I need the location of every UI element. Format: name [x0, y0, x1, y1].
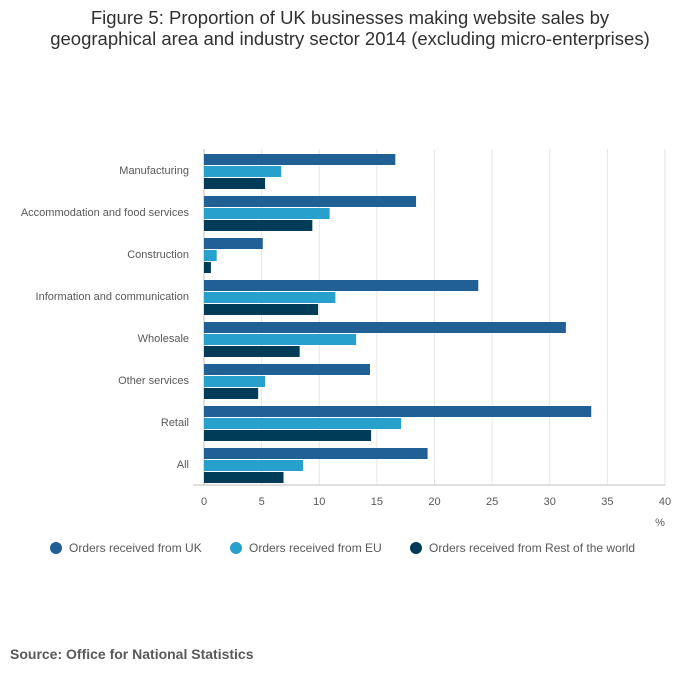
bar-uk[interactable]: [204, 154, 396, 165]
chart-title-line-1: Figure 5: Proportion of UK businesses ma…: [90, 7, 610, 28]
bar-eu[interactable]: [204, 208, 330, 219]
x-tick-label: 40: [659, 496, 671, 508]
bar-eu[interactable]: [204, 460, 304, 471]
bar-eu[interactable]: [204, 250, 217, 261]
bar-uk[interactable]: [204, 364, 370, 375]
bar-uk[interactable]: [204, 280, 479, 291]
category-label: Other services: [118, 375, 189, 387]
category-labels: Manufacturing Accommodation and food serv…: [21, 165, 190, 471]
bar-world[interactable]: [204, 472, 284, 483]
source-note: Source: Office for National Statistics: [10, 646, 254, 662]
bar-uk[interactable]: [204, 238, 263, 249]
x-tick-label: 10: [313, 496, 325, 508]
bar-world[interactable]: [204, 178, 266, 189]
category-label: Information and communication: [36, 291, 189, 303]
legend-swatch: [230, 542, 242, 554]
legend-swatch: [50, 542, 62, 554]
bar-chart: Manufacturing Accommodation and food serv…: [21, 149, 671, 555]
legend-item[interactable]: Orders received from UK: [50, 541, 202, 555]
bars: [204, 154, 592, 483]
legend-item[interactable]: Orders received from Rest of the world: [410, 541, 635, 555]
legend-label: Orders received from Rest of the world: [429, 541, 635, 555]
category-label: Retail: [161, 417, 189, 429]
x-tick-label: 25: [486, 496, 498, 508]
bar-uk[interactable]: [204, 406, 592, 417]
bar-eu[interactable]: [204, 334, 357, 345]
category-label: Manufacturing: [119, 165, 189, 177]
chart-title-line-2: geographical area and industry sector 20…: [50, 28, 650, 49]
chart-title: Figure 5: Proportion of UK businesses ma…: [0, 7, 700, 49]
x-tick-label: 0: [201, 496, 207, 508]
x-tick-label: 35: [601, 496, 613, 508]
category-label: Wholesale: [138, 333, 189, 345]
x-axis-label: %: [655, 517, 665, 529]
legend-swatch: [410, 542, 422, 554]
x-tick-label: 30: [544, 496, 556, 508]
bar-world[interactable]: [204, 388, 259, 399]
x-tick-label: 20: [428, 496, 440, 508]
bar-world[interactable]: [204, 220, 313, 231]
legend[interactable]: Orders received from UK Orders received f…: [50, 541, 635, 555]
category-label: Construction: [127, 249, 189, 261]
bar-world[interactable]: [204, 304, 319, 315]
category-label: Accommodation and food services: [21, 207, 190, 219]
legend-label: Orders received from UK: [69, 541, 202, 555]
bar-world[interactable]: [204, 430, 372, 441]
category-label: All: [177, 459, 189, 471]
bar-uk[interactable]: [204, 196, 417, 207]
bar-world[interactable]: [204, 346, 300, 357]
bar-uk[interactable]: [204, 448, 428, 459]
legend-item[interactable]: Orders received from EU: [230, 541, 382, 555]
x-tick-label: 5: [259, 496, 265, 508]
bar-eu[interactable]: [204, 418, 402, 429]
bar-world[interactable]: [204, 262, 211, 273]
x-tick-label: 15: [371, 496, 383, 508]
bar-uk[interactable]: [204, 322, 566, 333]
legend-label: Orders received from EU: [249, 541, 382, 555]
bar-eu[interactable]: [204, 376, 266, 387]
bar-eu[interactable]: [204, 166, 282, 177]
bar-eu[interactable]: [204, 292, 336, 303]
x-axis: 0 5 10 15 20 25 30 35 40%: [193, 484, 671, 529]
